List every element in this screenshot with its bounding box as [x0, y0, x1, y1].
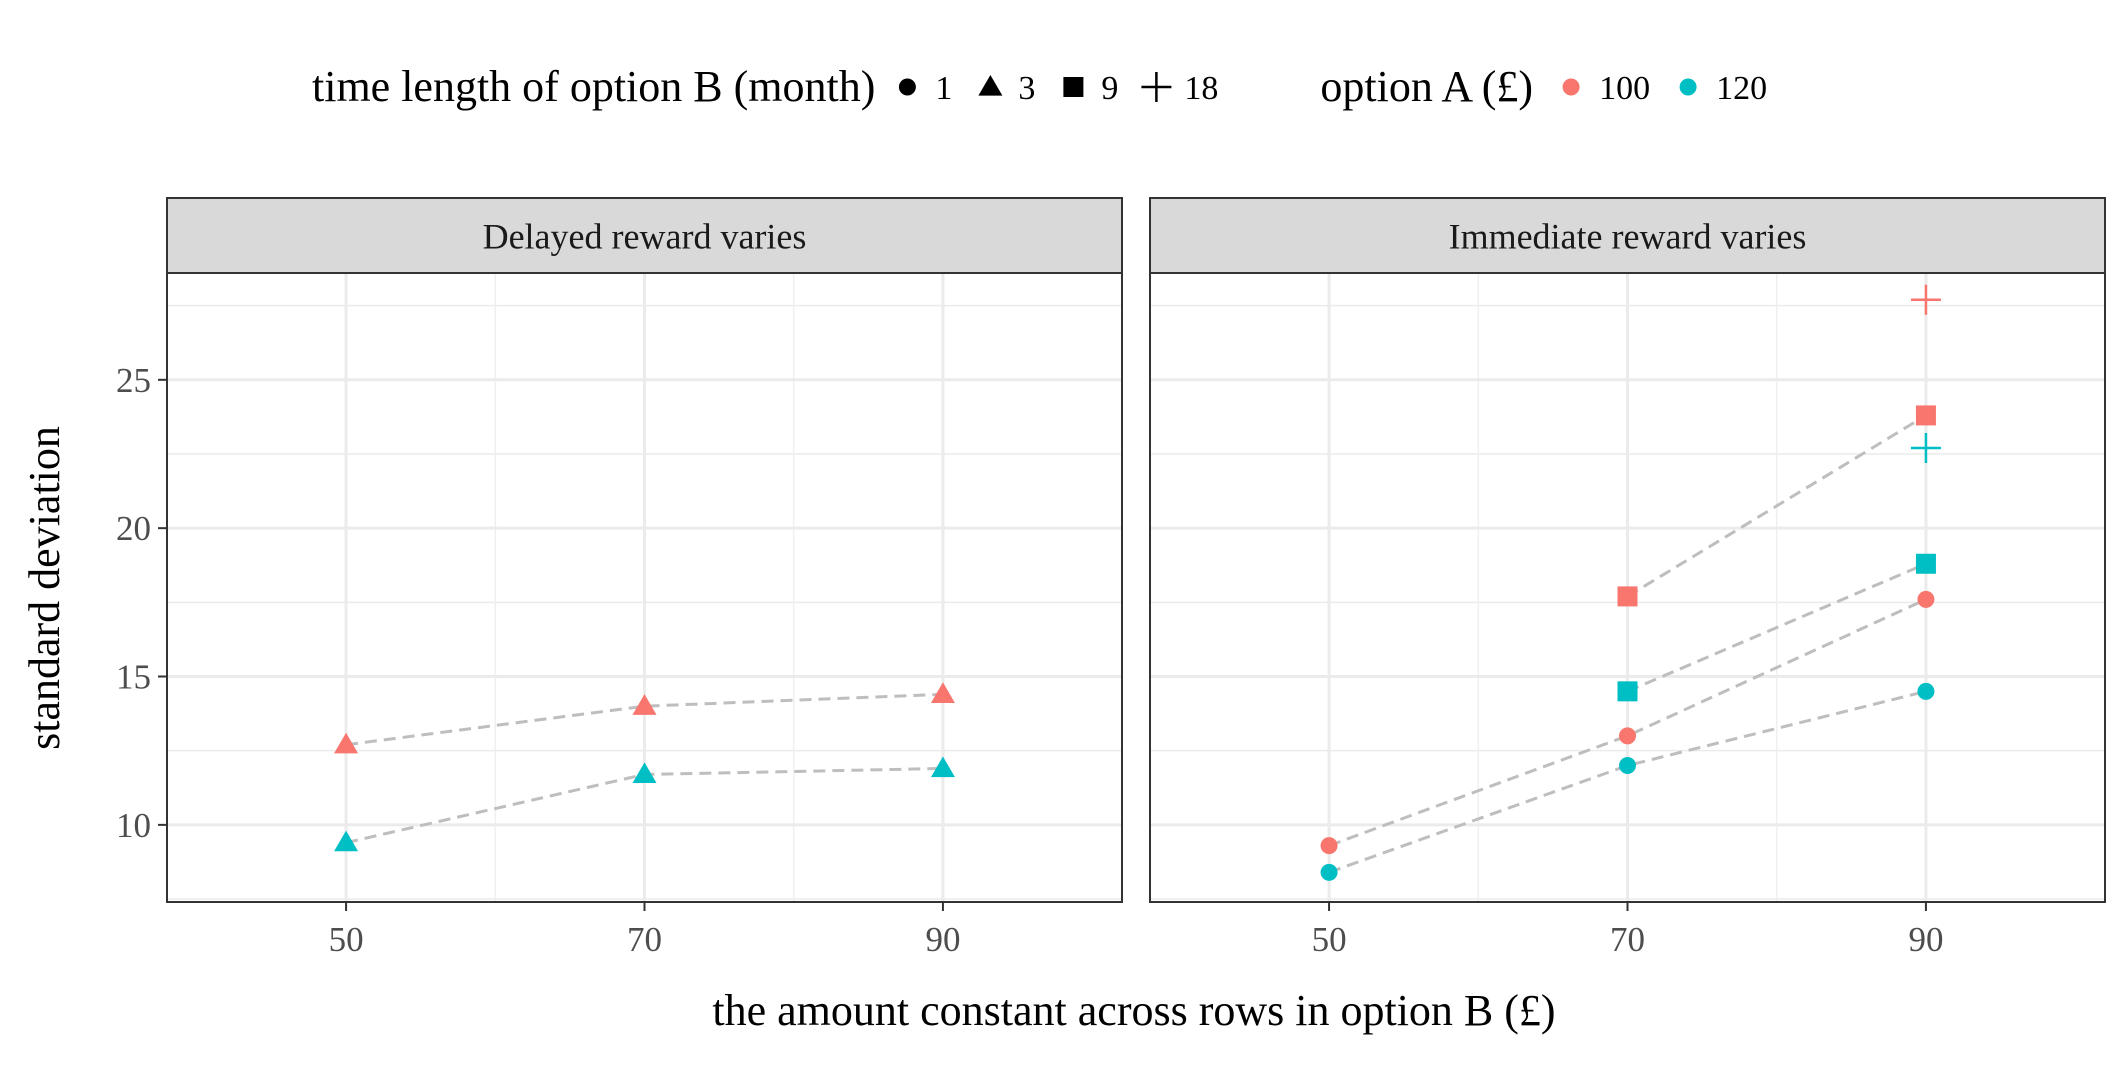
- data-point-18mo-100-x90: [1910, 284, 1941, 315]
- data-point-3mo-100-x50: [334, 732, 359, 754]
- data-point-1mo-120-x50: [1320, 863, 1338, 881]
- legend-label-3: 3: [1018, 70, 1035, 107]
- legend-shape-title: time length of option B (month): [312, 62, 875, 111]
- legend-label-120: 120: [1716, 70, 1767, 107]
- data-point-1mo-100-x50: [1320, 837, 1338, 855]
- panels: Delayed reward varies 50 70 90 10 15 20 25 Immed…: [116, 197, 2106, 959]
- data-point-1mo-120-x70: [1619, 757, 1636, 775]
- data-point-9mo-120-x70: [1617, 681, 1638, 702]
- x-tick-label-50: 50: [329, 920, 364, 959]
- legend-key-circle: [898, 78, 916, 96]
- data-point-18mo-120-x90: [1910, 433, 1941, 464]
- data-point-3mo-120-x50: [334, 830, 359, 852]
- legend-label-100: 100: [1599, 70, 1650, 107]
- y-tick-label-20: 20: [116, 509, 151, 548]
- panel-delayed-reward-varies: Delayed reward varies 50 70 90 10 15 20 25: [116, 197, 1123, 959]
- facet-strip: [166, 197, 1123, 274]
- facet-title: Delayed reward varies: [483, 217, 807, 257]
- series-line-3mo-100: [345, 692, 943, 747]
- legend-label-9: 9: [1101, 70, 1118, 107]
- x-tick-label-70: 70: [627, 920, 662, 959]
- data-point-1mo-120-x90: [1917, 682, 1935, 700]
- legend-key-square: [1063, 77, 1084, 97]
- panel-immediate-reward-varies: Immediate reward varies 50 70 90: [1149, 197, 2106, 959]
- legend-label-1: 1: [935, 70, 952, 107]
- legend-key-color-100: [1562, 78, 1580, 96]
- x-tick-label-90: 90: [1908, 920, 1943, 959]
- y-tick-label-10: 10: [116, 806, 151, 845]
- y-tick-label-15: 15: [116, 658, 151, 697]
- legend-color-title: option A (£): [1320, 62, 1533, 111]
- x-tick-label-90: 90: [925, 920, 960, 959]
- legend-label-18: 18: [1184, 70, 1218, 107]
- data-point-1mo-100-x70: [1619, 727, 1636, 745]
- series-line-1mo-120: [1328, 689, 1927, 874]
- data-point-9mo-100-x70: [1617, 586, 1638, 607]
- data-point-3mo-120-x90: [930, 756, 955, 778]
- legend: time length of option B (month) 1 3 9 18 opti…: [312, 62, 1767, 111]
- facet-strip: [1149, 197, 2106, 274]
- series-line-9mo-120: [1626, 562, 1927, 693]
- facet-title: Immediate reward varies: [1449, 217, 1807, 257]
- series-line-1mo-100: [1328, 598, 1927, 848]
- data-point-3mo-120-x70: [632, 762, 657, 784]
- x-tick-label-50: 50: [1312, 920, 1347, 959]
- series-line-9mo-100: [1626, 414, 1927, 598]
- legend-key-triangle: [978, 75, 1003, 96]
- y-axis-label: standard deviation: [20, 426, 69, 750]
- data-point-9mo-100-x90: [1915, 405, 1936, 426]
- legend-key-color-120: [1679, 78, 1697, 96]
- legend-key-plus: [1141, 72, 1172, 102]
- data-point-3mo-100-x90: [930, 682, 955, 703]
- x-tick-label-70: 70: [1610, 920, 1645, 959]
- axes: the amount constant across rows in optio…: [20, 426, 1556, 1035]
- y-tick-label-25: 25: [116, 361, 151, 400]
- data-point-1mo-100-x90: [1917, 590, 1935, 608]
- data-point-3mo-100-x70: [632, 694, 657, 715]
- x-axis-label: the amount constant across rows in optio…: [712, 986, 1555, 1035]
- data-point-9mo-120-x90: [1915, 553, 1936, 574]
